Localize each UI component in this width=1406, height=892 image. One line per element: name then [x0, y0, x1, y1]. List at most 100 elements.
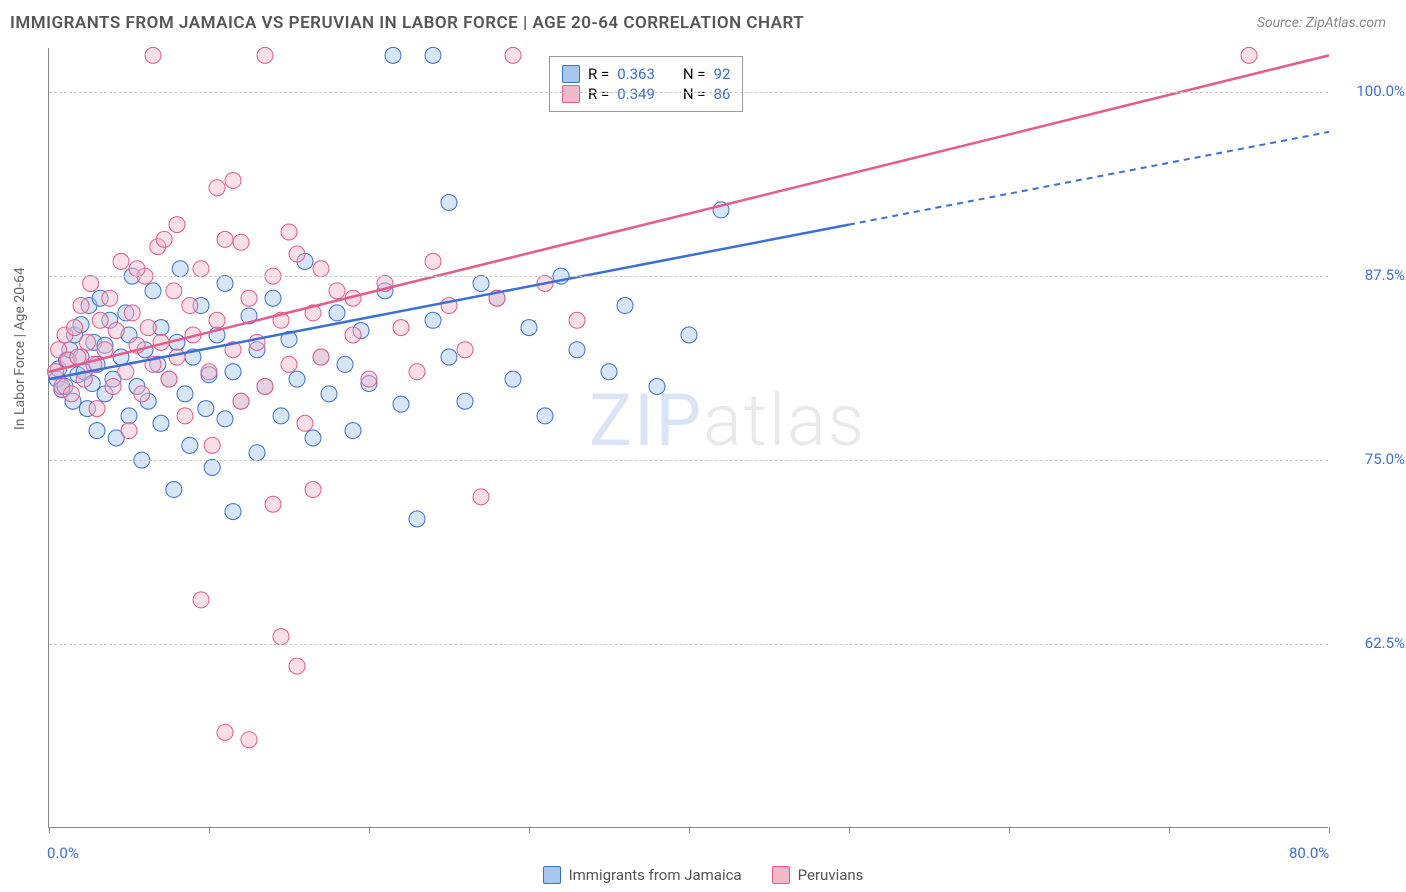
- data-point: [121, 408, 137, 424]
- data-point: [193, 261, 209, 277]
- data-point: [305, 430, 321, 446]
- data-point: [265, 290, 281, 306]
- chart-source: Source: ZipAtlas.com: [1257, 15, 1386, 31]
- data-point: [225, 504, 241, 520]
- data-point: [425, 47, 441, 63]
- data-point: [385, 47, 401, 63]
- data-point: [281, 356, 297, 372]
- data-point: [73, 298, 89, 314]
- data-point: [182, 437, 198, 453]
- data-point: [305, 482, 321, 498]
- data-point: [249, 445, 265, 461]
- data-point: [569, 312, 585, 328]
- data-point: [281, 224, 297, 240]
- data-point: [329, 305, 345, 321]
- correlation-legend: R = 0.363 N = 92 R = 0.349 N = 86: [549, 56, 743, 112]
- xtick-mark: [49, 827, 50, 833]
- data-point: [289, 246, 305, 262]
- data-point: [321, 386, 337, 402]
- r-value-1: 0.363: [617, 65, 655, 83]
- data-point: [273, 629, 289, 645]
- data-point: [225, 364, 241, 380]
- ytick-label: 75.0%: [1335, 450, 1405, 468]
- data-point: [345, 423, 361, 439]
- data-point: [217, 724, 233, 740]
- data-point: [145, 283, 161, 299]
- xtick-mark: [1009, 827, 1010, 833]
- data-point: [83, 275, 99, 291]
- xtick-mark: [1169, 827, 1170, 833]
- data-point: [409, 511, 425, 527]
- data-point: [233, 234, 249, 250]
- data-point: [289, 658, 305, 674]
- gridline-h: [49, 276, 1328, 277]
- data-point: [473, 489, 489, 505]
- data-point: [193, 592, 209, 608]
- data-point: [92, 312, 108, 328]
- ytick-label: 87.5%: [1335, 266, 1405, 284]
- data-point: [204, 437, 220, 453]
- data-point: [313, 261, 329, 277]
- y-axis-label: In Labor Force | Age 20-64: [12, 267, 28, 430]
- data-point: [505, 47, 521, 63]
- data-point: [124, 305, 140, 321]
- data-point: [177, 408, 193, 424]
- data-point: [473, 275, 489, 291]
- data-point: [617, 298, 633, 314]
- data-point: [166, 283, 182, 299]
- bottom-legend-item-2: Peruvians: [772, 866, 864, 884]
- n-label-1: N =: [683, 65, 706, 83]
- data-point: [134, 386, 150, 402]
- data-point: [681, 327, 697, 343]
- data-point: [217, 231, 233, 247]
- chart-svg: [49, 48, 1328, 827]
- data-point: [166, 482, 182, 498]
- data-point: [161, 371, 177, 387]
- n-value-1: 92: [714, 65, 731, 83]
- data-point: [393, 320, 409, 336]
- gridline-h: [49, 92, 1328, 93]
- data-point: [265, 496, 281, 512]
- data-point: [569, 342, 585, 358]
- data-point: [233, 393, 249, 409]
- data-point: [108, 323, 124, 339]
- data-point: [393, 396, 409, 412]
- data-point: [337, 356, 353, 372]
- swatch-bottom-1: [543, 866, 561, 884]
- bottom-legend: Immigrants from Jamaica Peruvians: [0, 866, 1406, 884]
- gridline-h: [49, 460, 1328, 461]
- r-label-2: R =: [588, 85, 609, 103]
- data-point: [145, 47, 161, 63]
- r-label-1: R =: [588, 65, 609, 83]
- bottom-legend-item-1: Immigrants from Jamaica: [543, 866, 742, 884]
- swatch-series-2: [562, 85, 580, 103]
- data-point: [457, 342, 473, 358]
- data-point: [601, 364, 617, 380]
- xtick-mark: [849, 827, 850, 833]
- data-point: [425, 253, 441, 269]
- data-point: [409, 364, 425, 380]
- data-point: [105, 378, 121, 394]
- data-point: [441, 349, 457, 365]
- data-point: [217, 411, 233, 427]
- data-point: [113, 253, 129, 269]
- n-label-2: N =: [683, 85, 706, 103]
- chart-title: IMMIGRANTS FROM JAMAICA VS PERUVIAN IN L…: [10, 13, 804, 33]
- data-point: [89, 423, 105, 439]
- data-point: [79, 334, 95, 350]
- gridline-h: [49, 644, 1328, 645]
- data-point: [201, 364, 217, 380]
- data-point: [225, 172, 241, 188]
- data-point: [153, 415, 169, 431]
- data-point: [345, 327, 361, 343]
- chart-header: IMMIGRANTS FROM JAMAICA VS PERUVIAN IN L…: [0, 0, 1406, 46]
- data-point: [289, 371, 305, 387]
- plot-area: ZIPatlas R = 0.363 N = 92 R = 0.349 N = …: [48, 48, 1328, 828]
- data-point: [169, 217, 185, 233]
- data-point: [89, 401, 105, 417]
- data-point: [425, 312, 441, 328]
- data-point: [121, 423, 137, 439]
- data-point: [182, 298, 198, 314]
- data-point: [457, 393, 473, 409]
- bottom-legend-label-1: Immigrants from Jamaica: [569, 866, 742, 884]
